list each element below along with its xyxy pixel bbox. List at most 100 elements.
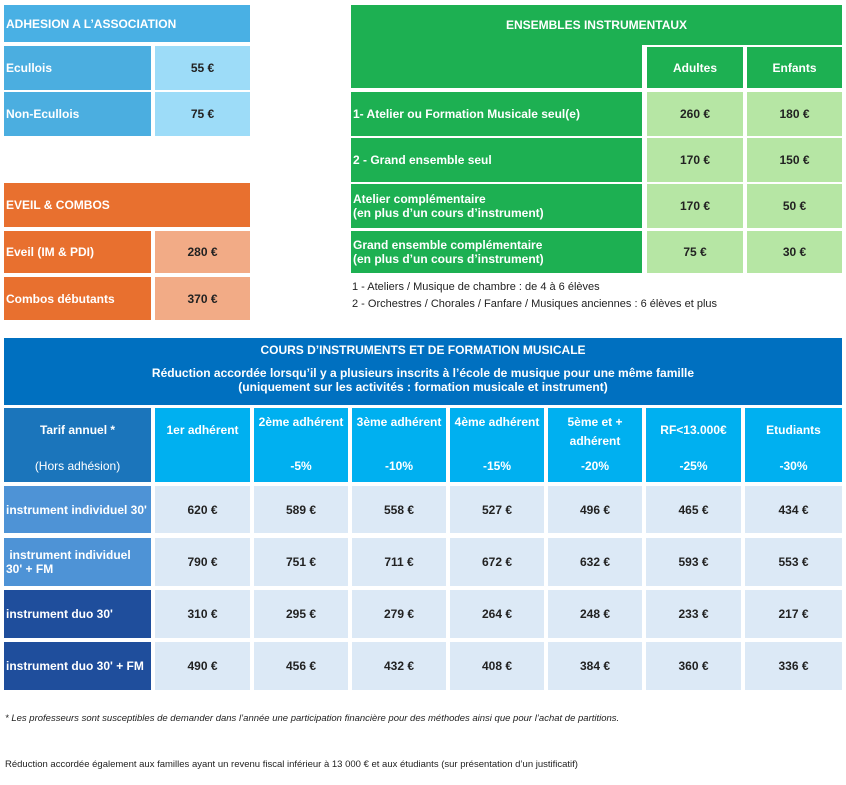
value-cell: 75 € bbox=[155, 92, 250, 136]
eveil-title: EVEIL & COMBOS bbox=[4, 183, 250, 227]
row-label-text: instrument duo 30' + FM bbox=[6, 659, 144, 673]
label-line: 1- Atelier ou Formation Musicale seul(e) bbox=[353, 107, 580, 121]
column-sub: -20% bbox=[580, 459, 609, 473]
value-cell: 260 € bbox=[647, 92, 743, 136]
value: 553 € bbox=[778, 555, 809, 569]
value: 260 € bbox=[679, 107, 711, 121]
column-header: 2ème adhérent -5% bbox=[254, 408, 348, 482]
value-cell: 589 € bbox=[254, 486, 348, 533]
value: 150 € bbox=[779, 153, 810, 167]
label-cell: Atelier complémentaire (en plus d’un cour… bbox=[351, 184, 642, 228]
label-line: (en plus d’un cours d’instrument) bbox=[353, 206, 544, 220]
value-cell: 465 € bbox=[646, 486, 741, 533]
value: 456 € bbox=[285, 659, 317, 673]
value-cell: 672 € bbox=[450, 538, 544, 586]
label: Combos débutants bbox=[6, 291, 115, 306]
value-cell: 233 € bbox=[646, 590, 741, 638]
value-cell: 264 € bbox=[450, 590, 544, 638]
value: 711 € bbox=[384, 555, 414, 569]
value-cell: 384 € bbox=[548, 642, 642, 690]
column-name: Tarif annuel * bbox=[39, 423, 116, 437]
value: 527 € bbox=[481, 502, 513, 517]
column-sub: -10% bbox=[384, 459, 413, 473]
column-name: RF<13.000€ bbox=[660, 423, 727, 437]
value: 465 € bbox=[678, 502, 709, 517]
value: 384 € bbox=[579, 659, 611, 673]
value: 280 € bbox=[187, 245, 218, 259]
title: ENSEMBLES INSTRUMENTAUX bbox=[505, 18, 688, 32]
value: 170 € bbox=[679, 153, 711, 167]
row-label-text: instrument individuel 30' bbox=[6, 502, 147, 517]
row-label: instrument duo 30' + FM bbox=[4, 642, 151, 690]
footnote: * Les professeurs sont susceptibles de d… bbox=[5, 713, 620, 724]
header-cell: Adultes bbox=[647, 47, 743, 88]
value: 30 € bbox=[782, 245, 807, 259]
value-cell: 751 € bbox=[254, 538, 348, 586]
value-cell: 55 € bbox=[155, 46, 250, 90]
label-cell: Grand ensemble complémentaire (en plus d’… bbox=[351, 231, 642, 273]
value: 295 € bbox=[285, 607, 317, 621]
value-cell: 336 € bbox=[745, 642, 842, 690]
footnote: Réduction accordée également aux famille… bbox=[5, 759, 578, 770]
column-header: RF<13.000€ -25% bbox=[646, 408, 741, 482]
label-cell: 2 - Grand ensemble seul bbox=[351, 138, 642, 182]
label-line: 2 - Grand ensemble seul bbox=[353, 153, 492, 167]
value-cell: 711 € bbox=[352, 538, 446, 586]
column-name: 1er adhérent bbox=[166, 423, 239, 437]
ensembles-title-band: ENSEMBLES INSTRUMENTAUX bbox=[351, 5, 842, 45]
column-name: 4ème adhérent bbox=[454, 415, 540, 429]
value-cell: 248 € bbox=[548, 590, 642, 638]
value: 279 € bbox=[383, 607, 415, 621]
value-cell: 217 € bbox=[745, 590, 842, 638]
value-cell: 527 € bbox=[450, 486, 544, 533]
row-label-text: instrument individuel 30' + FM bbox=[6, 548, 135, 576]
value: 50 € bbox=[782, 199, 807, 213]
column-name: 5ème et + adhérent bbox=[567, 415, 623, 448]
label-line: (en plus d’un cours d’instrument) bbox=[353, 252, 544, 266]
subtitle: Réduction accordée lorsqu’il y a plusieu… bbox=[151, 366, 695, 380]
value-cell: 310 € bbox=[155, 590, 250, 638]
value-cell: 432 € bbox=[352, 642, 446, 690]
column-name: Etudiants bbox=[766, 423, 821, 437]
value-cell: 370 € bbox=[155, 277, 250, 320]
column-header: 5ème et + adhérent -20% bbox=[548, 408, 642, 482]
header: Enfants bbox=[772, 60, 817, 75]
value-cell: 553 € bbox=[745, 538, 842, 586]
column-header: 1er adhérent bbox=[155, 408, 250, 482]
column-header: 3ème adhérent -10% bbox=[352, 408, 446, 482]
row-label: instrument individuel 30' + FM bbox=[4, 538, 151, 586]
value-cell: 620 € bbox=[155, 486, 250, 533]
column-header: 4ème adhérent -15% bbox=[450, 408, 544, 482]
value-cell: 496 € bbox=[548, 486, 642, 533]
column-name: 3ème adhérent bbox=[356, 415, 442, 429]
value: 432 € bbox=[383, 659, 415, 673]
label-cell: Combos débutants bbox=[4, 277, 151, 320]
value: 589 € bbox=[285, 502, 317, 517]
header-cell: Enfants bbox=[747, 47, 842, 88]
value-cell: 360 € bbox=[646, 642, 741, 690]
adhesion-title: ADHESION A L’ASSOCIATION bbox=[4, 5, 250, 42]
column-sub: (Hors adhésion) bbox=[34, 459, 121, 473]
value-cell: 558 € bbox=[352, 486, 446, 533]
value: 233 € bbox=[678, 607, 709, 621]
value: 55 € bbox=[190, 61, 215, 75]
value: 620 € bbox=[187, 502, 218, 517]
label: Ecullois bbox=[6, 61, 53, 75]
value-cell: 150 € bbox=[747, 138, 842, 182]
value-cell: 75 € bbox=[647, 231, 743, 273]
value: 264 € bbox=[481, 607, 513, 621]
value: 408 € bbox=[481, 659, 513, 673]
value: 632 € bbox=[579, 555, 611, 569]
value-cell: 295 € bbox=[254, 590, 348, 638]
header: Adultes bbox=[672, 60, 717, 75]
value-cell: 180 € bbox=[747, 92, 842, 136]
note: 1 - Ateliers / Musique de chambre : de 4… bbox=[352, 281, 600, 293]
value-cell: 280 € bbox=[155, 231, 250, 273]
value: 180 € bbox=[779, 107, 810, 121]
value: 751 € bbox=[285, 555, 317, 569]
value: 490 € bbox=[187, 659, 218, 673]
value: 370 € bbox=[187, 291, 218, 306]
column-sub: -15% bbox=[482, 459, 511, 473]
title: COURS D’INSTRUMENTS ET DE FORMATION MUSI… bbox=[260, 343, 586, 357]
